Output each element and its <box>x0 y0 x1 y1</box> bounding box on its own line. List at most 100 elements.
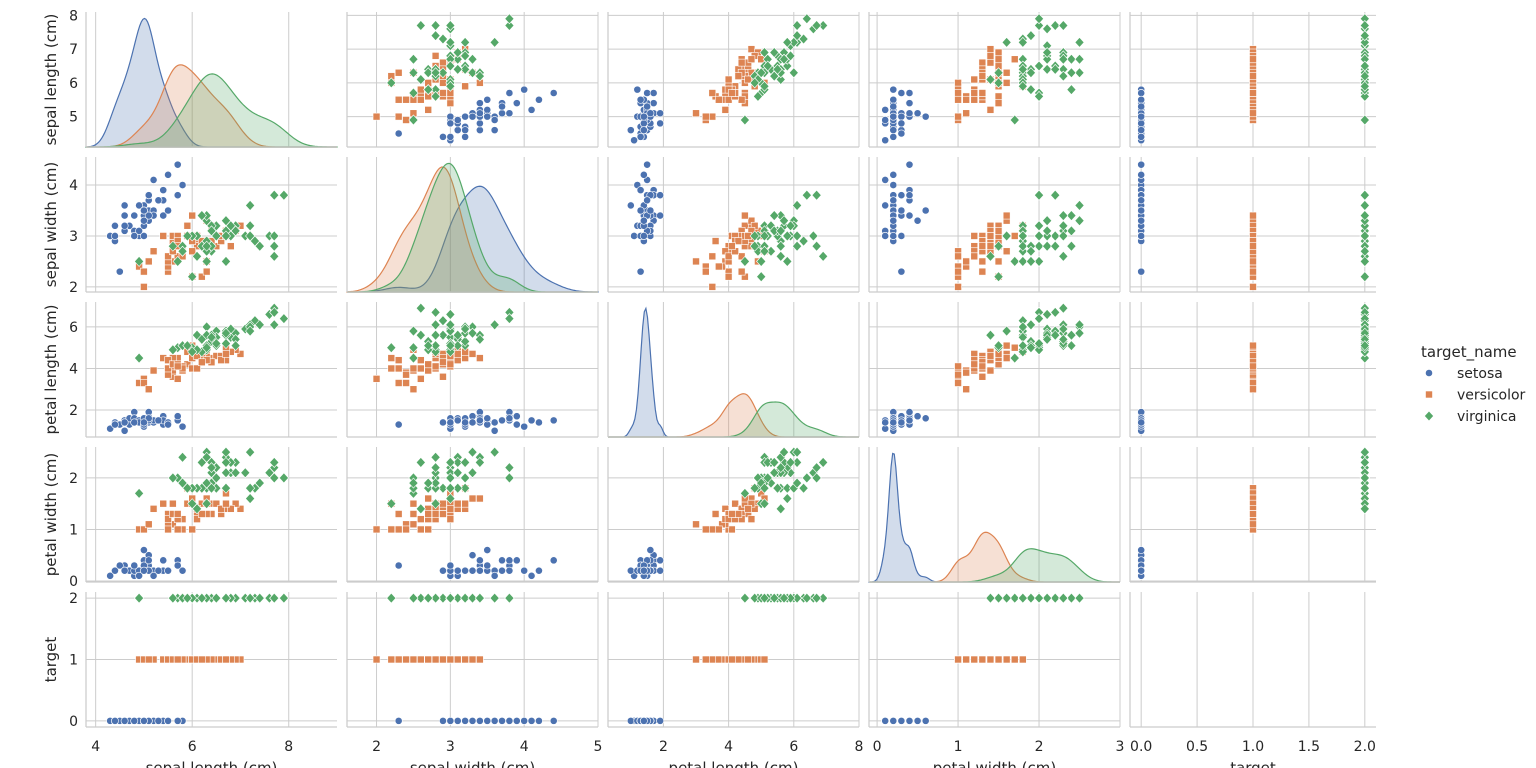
x-axis-label-target: target <box>1230 759 1276 768</box>
point-virginica <box>386 592 397 604</box>
point-versicolor <box>409 655 418 664</box>
point-virginica <box>474 70 485 82</box>
point-virginica <box>269 457 280 468</box>
point-setosa <box>646 109 655 118</box>
point-setosa <box>461 112 470 121</box>
y-tick-label: 1 <box>69 653 78 669</box>
point-setosa <box>115 267 124 276</box>
point-setosa <box>111 221 119 230</box>
point-virginica <box>269 189 280 201</box>
point-virginica <box>785 50 796 62</box>
point-virginica <box>134 255 145 267</box>
point-versicolor <box>1002 354 1011 362</box>
point-virginica <box>1042 63 1053 75</box>
point-versicolor <box>734 237 743 245</box>
point-versicolor <box>461 499 469 508</box>
point-setosa <box>905 109 914 118</box>
x-tick-label: 3 <box>446 739 455 755</box>
point-virginica <box>1025 30 1036 42</box>
point-versicolor <box>954 79 962 87</box>
panel-petal-length-vs-petal-length <box>607 302 860 438</box>
point-setosa <box>394 420 403 429</box>
point-setosa <box>498 556 506 565</box>
point-versicolor <box>446 99 455 107</box>
point-setosa <box>897 89 906 97</box>
point-virginica <box>474 457 485 468</box>
point-versicolor <box>453 350 462 358</box>
point-setosa <box>130 716 139 725</box>
point-setosa <box>140 232 148 240</box>
point-versicolor <box>409 499 418 508</box>
point-versicolor <box>431 655 440 664</box>
point-virginica <box>1074 327 1085 339</box>
point-setosa <box>439 716 447 725</box>
point-virginica <box>278 592 289 604</box>
point-setosa <box>1137 206 1146 215</box>
point-virginica <box>779 53 790 65</box>
point-virginica <box>1359 255 1370 267</box>
point-setosa <box>905 408 914 416</box>
point-virginica <box>762 60 773 72</box>
point-setosa <box>639 216 648 225</box>
point-versicolor <box>144 385 153 394</box>
y-tick-label: 6 <box>69 320 78 336</box>
point-setosa <box>505 566 514 575</box>
x-axis-label-sepal-width: sepal width (cm) <box>410 759 535 768</box>
point-setosa <box>140 206 148 215</box>
point-virginica <box>759 230 770 242</box>
point-setosa <box>1137 102 1146 111</box>
point-virginica <box>134 592 145 604</box>
y-axis-label-petal-length: petal length (cm) <box>42 305 60 435</box>
point-versicolor <box>402 379 410 387</box>
point-setosa <box>921 206 930 215</box>
point-versicolor <box>692 655 700 664</box>
point-setosa <box>636 186 645 195</box>
point-setosa <box>468 716 477 725</box>
x-tick-label: 0.0 <box>1130 739 1152 755</box>
point-setosa <box>453 116 462 124</box>
point-virginica <box>749 230 760 242</box>
point-virginica <box>408 352 419 364</box>
point-setosa <box>446 112 455 121</box>
legend-marker-setosa <box>1425 369 1433 377</box>
point-virginica <box>504 313 515 325</box>
point-virginica <box>759 498 770 510</box>
point-virginica <box>1359 340 1370 352</box>
point-virginica <box>1074 67 1085 79</box>
point-virginica <box>437 329 448 341</box>
point-versicolor <box>387 354 396 362</box>
point-setosa <box>1137 112 1146 121</box>
point-setosa <box>1137 132 1146 141</box>
point-versicolor <box>173 362 182 371</box>
point-virginica <box>430 20 441 31</box>
point-virginica <box>772 482 783 494</box>
point-versicolor <box>417 525 425 534</box>
x-tick-label: 1.5 <box>1298 739 1320 755</box>
x-tick-label: 1 <box>954 739 963 755</box>
point-setosa <box>889 170 898 179</box>
point-virginica <box>1050 592 1061 604</box>
point-virginica <box>220 457 231 468</box>
point-virginica <box>211 230 222 242</box>
point-setosa <box>120 211 129 220</box>
x-tick-label: 8 <box>855 739 864 755</box>
point-virginica <box>811 592 822 604</box>
point-versicolor <box>954 252 962 261</box>
point-setosa <box>881 418 890 427</box>
point-virginica <box>445 60 456 72</box>
point-virginica <box>785 457 796 468</box>
point-versicolor <box>1002 68 1011 77</box>
y-tick-label: 7 <box>69 42 78 58</box>
point-setosa <box>1137 126 1146 135</box>
point-versicolor <box>236 505 245 513</box>
y-axis-label-target: target <box>42 637 60 683</box>
point-setosa <box>490 116 499 124</box>
point-versicolor <box>476 655 484 664</box>
point-virginica <box>1017 63 1028 75</box>
point-versicolor <box>962 109 970 118</box>
point-virginica <box>1042 47 1053 58</box>
point-setosa <box>461 716 470 725</box>
point-setosa <box>905 191 914 200</box>
point-setosa <box>639 126 648 135</box>
point-versicolor <box>954 95 962 104</box>
